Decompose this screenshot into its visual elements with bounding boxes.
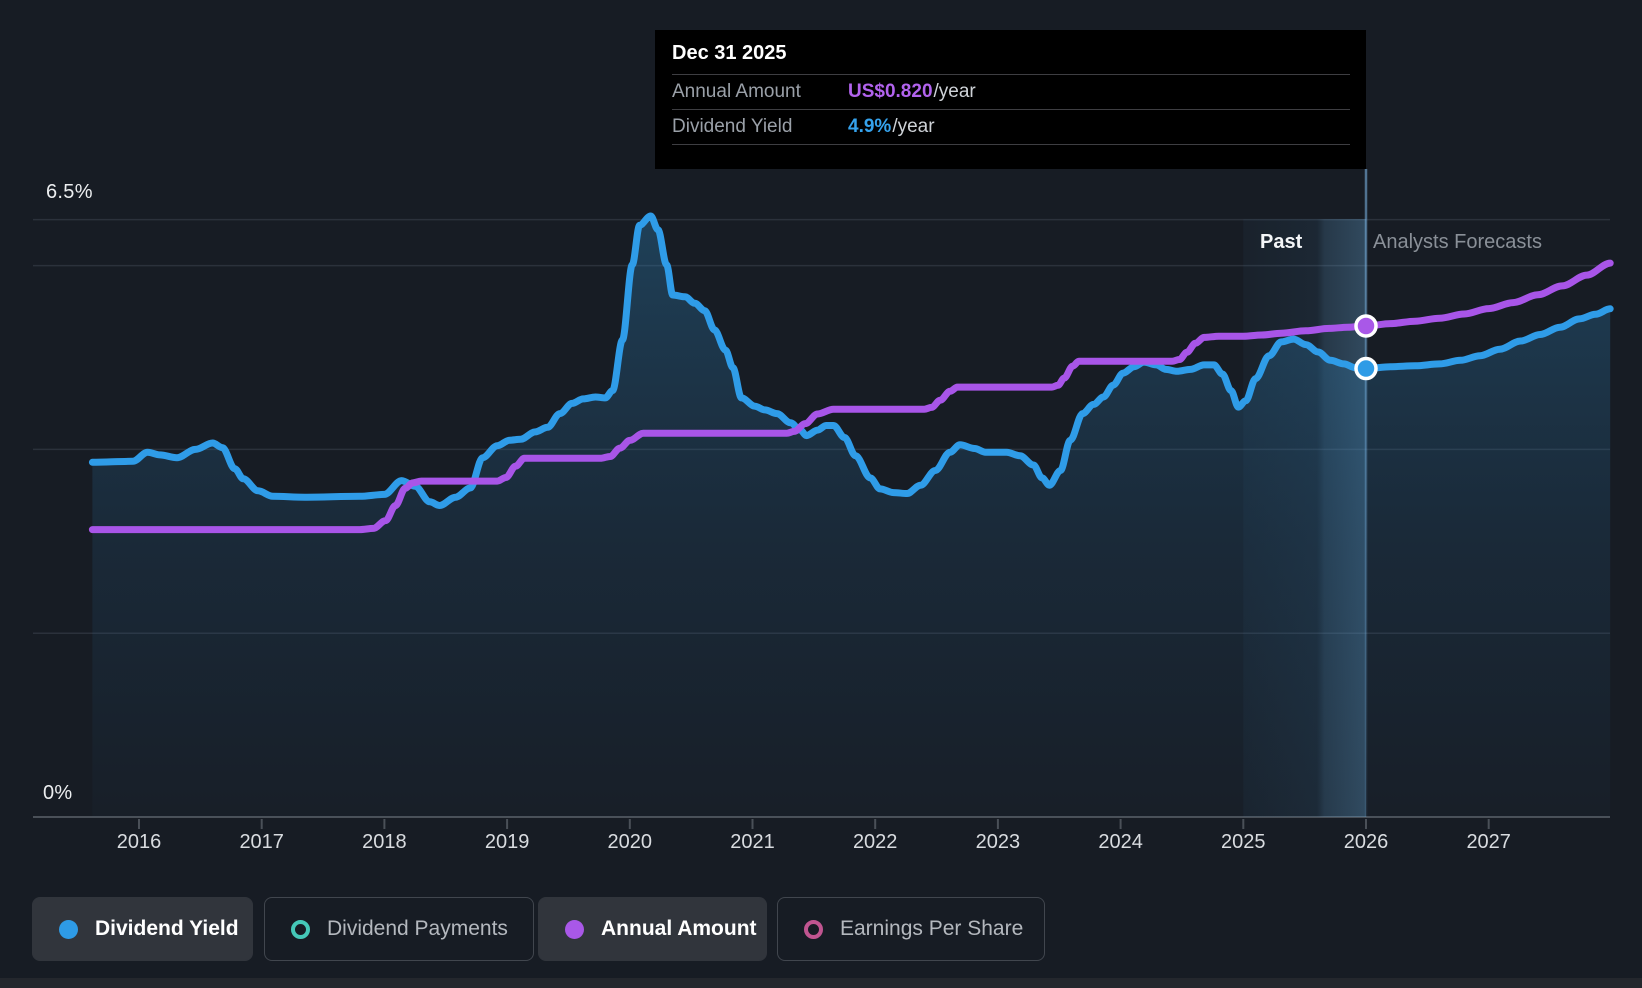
dividend-yield-line: [88, 212, 1614, 509]
legend-label: Dividend Payments: [327, 917, 508, 940]
x-axis-year-label: 2026: [1343, 831, 1389, 853]
x-axis-year-label: 2018: [362, 831, 407, 853]
dividend-yield-area: [92, 216, 1611, 817]
tooltip-label: Dividend Yield: [672, 116, 793, 137]
legend-annual-amount-button[interactable]: Annual Amount: [538, 897, 767, 961]
dividend-yield-marker[interactable]: [1354, 356, 1378, 381]
bottom-edge-strip: [0, 978, 1642, 988]
legend-label: Dividend Yield: [95, 917, 239, 940]
legend-dividend-yield-button[interactable]: Dividend Yield: [32, 897, 253, 961]
dividend-yield-dot-icon: [59, 919, 78, 939]
chart-tooltip: Dec 31 2025 Annual Amount US$0.820/year …: [655, 30, 1366, 169]
tooltip-label: Annual Amount: [672, 81, 801, 102]
legend-earnings-per-share-button[interactable]: Earnings Per Share: [777, 897, 1045, 961]
x-axis-year-label: 2020: [607, 831, 653, 853]
x-axis-year-label: 2017: [239, 831, 284, 853]
y-axis-max-label: 6.5%: [46, 181, 93, 203]
earnings-per-share-ring-icon: [804, 919, 823, 939]
dividend-payments-ring-icon: [291, 919, 310, 939]
legend-label: Annual Amount: [601, 917, 757, 940]
forecast-section-label: Analysts Forecasts: [1373, 231, 1542, 253]
x-axis-year-label: 2024: [1098, 831, 1143, 853]
y-axis-zero-label: 0%: [43, 782, 73, 804]
x-axis-year-label: 2019: [484, 831, 530, 853]
x-axis-year-label: 2027: [1466, 831, 1511, 853]
x-axis-year-label: 2023: [975, 831, 1021, 853]
annual-amount-dot-icon: [565, 919, 584, 939]
tooltip-row-dividend-yield: Dividend Yield 4.9%/year: [672, 109, 1350, 144]
past-forecast-divider: [1364, 169, 1368, 817]
tooltip-value: 4.9%/year: [848, 116, 935, 137]
tooltip-date-title: Dec 31 2025: [672, 42, 787, 64]
x-axis-year-label: 2021: [730, 831, 775, 853]
legend-dividend-payments-button[interactable]: Dividend Payments: [264, 897, 534, 961]
x-axis-year-label: 2016: [116, 831, 162, 853]
annual-amount-line: [88, 259, 1614, 534]
tooltip-row-annual-amount: Annual Amount US$0.820/year: [672, 74, 1350, 109]
annual-amount-marker[interactable]: [1354, 314, 1378, 338]
legend-label: Earnings Per Share: [840, 917, 1024, 940]
x-axis-year-label: 2025: [1221, 831, 1266, 853]
tooltip-value: US$0.820/year: [848, 81, 976, 102]
past-section-label: Past: [1260, 231, 1303, 253]
x-axis-year-label: 2022: [852, 831, 898, 853]
